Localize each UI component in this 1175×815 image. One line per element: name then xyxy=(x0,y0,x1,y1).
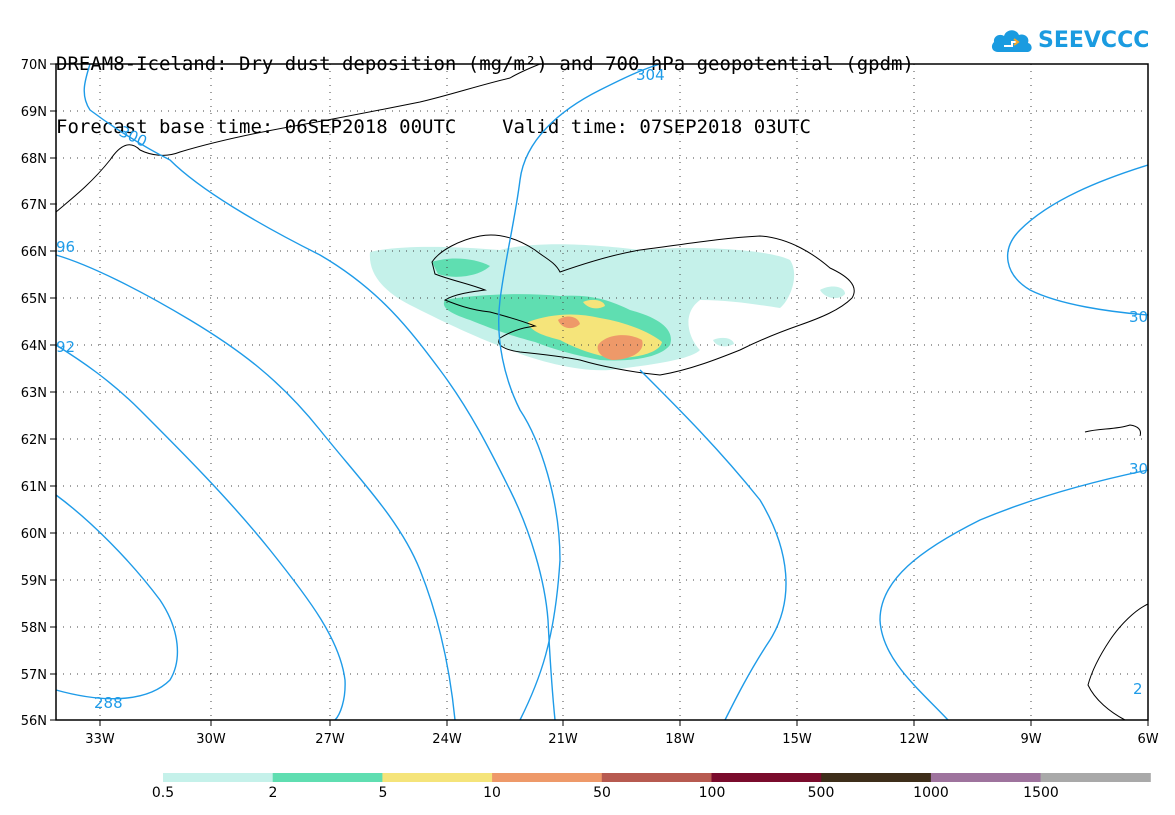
lat-label: 69N xyxy=(21,105,47,120)
colorbar-label: 10 xyxy=(483,785,501,801)
dust-area-orange-2 xyxy=(597,335,643,360)
lon-label: 15W xyxy=(782,732,812,747)
contour-292 xyxy=(55,344,346,721)
colorbar-segment xyxy=(601,773,712,782)
colorbar-label: 50 xyxy=(593,785,611,801)
latitude-labels: 70N 69N 68N 67N 66N 65N 64N 63N 62N 61N … xyxy=(21,58,47,729)
dust-area-light-3 xyxy=(713,337,734,347)
lat-label: 58N xyxy=(21,621,47,636)
colorbar-label: 5 xyxy=(378,785,388,801)
colorbar-label: 1500 xyxy=(1023,785,1059,801)
lat-label: 56N xyxy=(21,714,47,729)
contour-east-1 xyxy=(1006,164,1149,316)
contour-labels: 304 300 96 92 288 30 30 2 xyxy=(56,66,1148,712)
lat-label: 67N xyxy=(21,198,47,213)
faroe-shetland-coast xyxy=(1084,424,1141,437)
dust-area-light-2 xyxy=(820,286,845,299)
colorbar-segment xyxy=(272,773,383,782)
contour-label: 92 xyxy=(56,338,75,356)
geopotential-contours xyxy=(55,63,1149,721)
colorbar-label: 1000 xyxy=(913,785,949,801)
colorbar xyxy=(163,773,1151,782)
dust-area-yellow-2 xyxy=(583,299,605,309)
colorbar-segment xyxy=(711,773,822,782)
lon-label: 9W xyxy=(1020,732,1041,747)
iceland-coast xyxy=(431,234,855,376)
colorbar-label: 500 xyxy=(807,785,835,801)
scotland-coast xyxy=(1087,603,1149,721)
lon-label: 21W xyxy=(548,732,578,747)
colorbar-label: 100 xyxy=(698,785,726,801)
colorbar-segment xyxy=(821,773,932,782)
contour-300 xyxy=(83,63,556,721)
dust-area-green-2 xyxy=(432,258,490,277)
graticule xyxy=(56,64,1148,720)
lon-label: 6W xyxy=(1137,732,1158,747)
contour-label: 30 xyxy=(1129,308,1148,326)
lon-label: 18W xyxy=(665,732,695,747)
lat-label: 61N xyxy=(21,480,47,495)
lon-label: 24W xyxy=(432,732,462,747)
lat-label: 59N xyxy=(21,574,47,589)
lat-label: 68N xyxy=(21,152,47,167)
colorbar-segment xyxy=(1040,773,1151,782)
colorbar-label: 2 xyxy=(268,785,278,801)
lon-label: 30W xyxy=(196,732,226,747)
contour-east-2 xyxy=(639,369,787,721)
lat-label: 60N xyxy=(21,527,47,542)
contour-label: 2 xyxy=(1133,680,1143,698)
lat-label: 66N xyxy=(21,245,47,260)
lat-label: 62N xyxy=(21,433,47,448)
contour-label: 30 xyxy=(1129,460,1148,478)
lat-label: 63N xyxy=(21,386,47,401)
lat-label: 57N xyxy=(21,668,47,683)
coastlines xyxy=(55,63,1149,721)
contour-east-3 xyxy=(879,469,1149,721)
lon-label: 27W xyxy=(315,732,345,747)
colorbar-segment xyxy=(382,773,493,782)
lat-label: 64N xyxy=(21,339,47,354)
title-line-2: Forecast base time: 06SEP2018 00UTC Vali… xyxy=(56,116,811,138)
contour-304 xyxy=(498,63,661,721)
lon-label: 12W xyxy=(899,732,929,747)
axis-ticks xyxy=(50,63,1149,726)
colorbar-label: 0.5 xyxy=(151,785,175,801)
greenland-coast xyxy=(55,63,541,213)
contour-label: 288 xyxy=(94,694,123,712)
contour-label: 96 xyxy=(56,238,75,256)
contour-288 xyxy=(55,494,179,700)
colorbar-segment xyxy=(163,773,274,782)
colorbar-segment xyxy=(492,773,603,782)
lat-label: 65N xyxy=(21,292,47,307)
dust-deposition-shading xyxy=(369,244,845,371)
contour-label: 304 xyxy=(636,66,665,84)
seevccc-logo: SEEVCCC xyxy=(990,22,1150,58)
lat-label: 70N xyxy=(21,58,47,73)
dust-area-orange xyxy=(558,316,580,329)
contour-296 xyxy=(55,254,456,721)
cloud-logo-icon xyxy=(991,30,1032,52)
colorbar-segment xyxy=(930,773,1042,782)
longitude-labels: 33W 30W 27W 24W 21W 18W 15W 12W 9W 6W xyxy=(85,732,1158,747)
logo-text: SEEVCCC xyxy=(1038,27,1150,53)
lon-label: 33W xyxy=(85,732,115,747)
